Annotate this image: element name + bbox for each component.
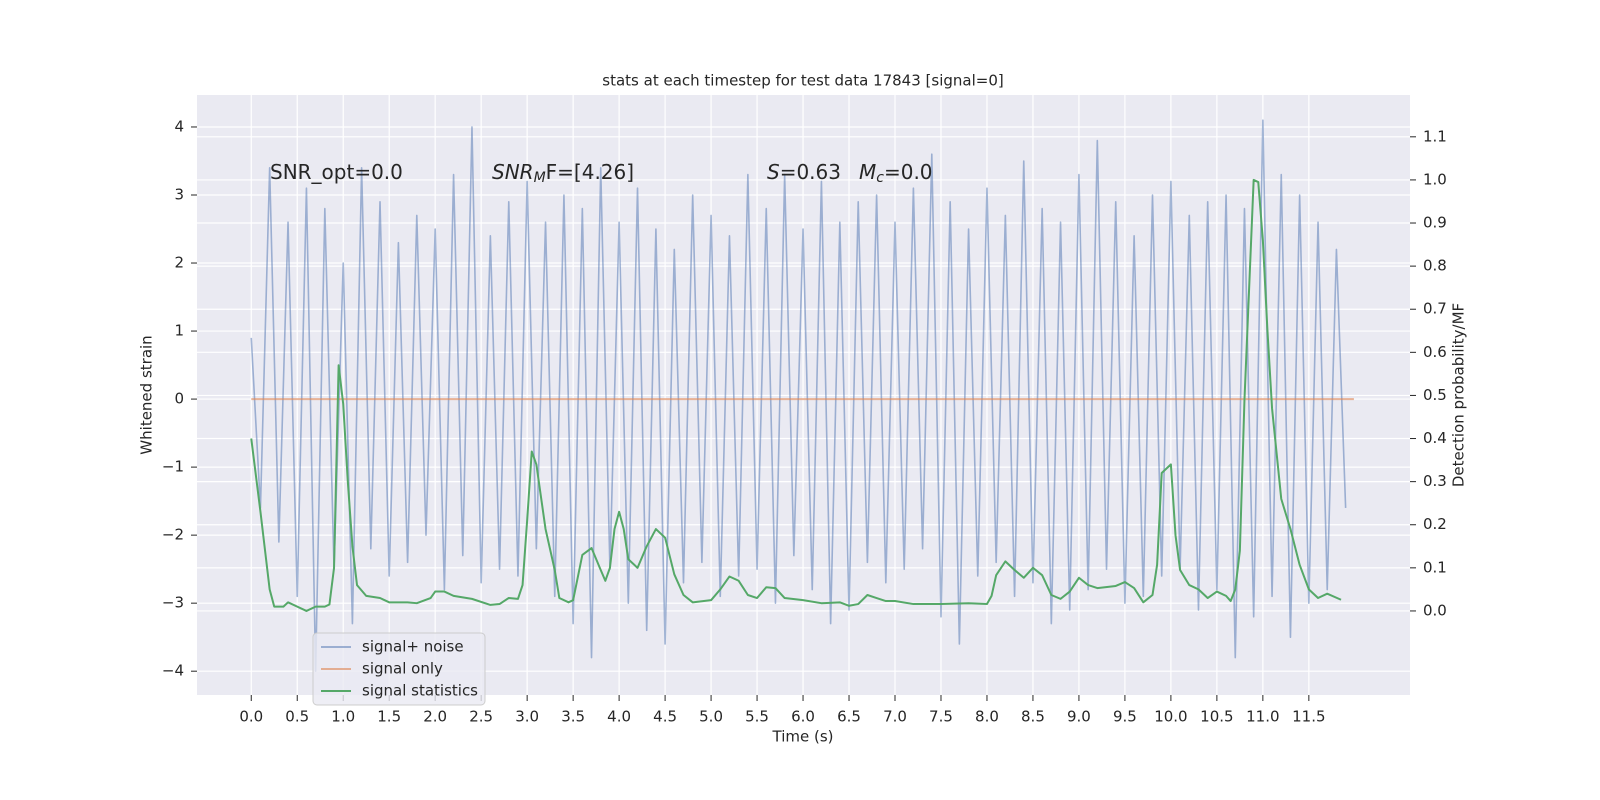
annotation-part: =0.0 (884, 160, 933, 184)
x-tick-label: 5.0 (699, 708, 723, 726)
y-tick-label: −4 (162, 662, 184, 680)
x-tick-label: 1.0 (331, 708, 355, 726)
legend-box (312, 632, 486, 706)
y-tick-label: 1 (174, 322, 184, 340)
x-tick-label: 8.5 (1021, 708, 1045, 726)
y2-tick-label: 0.4 (1423, 429, 1447, 447)
y-tick-label: 2 (174, 254, 184, 272)
legend-label: signal statistics (362, 682, 478, 700)
legend-label: signal only (362, 660, 443, 678)
x-tick-label: 9.5 (1113, 708, 1137, 726)
series-line (250, 178, 1342, 612)
y2-tick-label: 0.2 (1423, 515, 1447, 533)
x-tick-label: 5.5 (745, 708, 769, 726)
x-tick-label: 3.0 (515, 708, 539, 726)
x-tick-label: 0.5 (285, 708, 309, 726)
chart-title: stats at each timestep for test data 178… (602, 72, 1003, 90)
y2-tick-label: 1.1 (1423, 127, 1447, 145)
y2-tick-label: 0.3 (1423, 472, 1447, 490)
y2-tick-label: 0.9 (1423, 214, 1447, 232)
y2-tick-label: 1.0 (1423, 170, 1447, 188)
y-tick-label: 3 (174, 186, 184, 204)
annotation-part: c (876, 170, 884, 186)
annotation-part: =0.63 (780, 160, 841, 184)
y-axis-label: Whitened strain (138, 335, 156, 454)
y-tick-label: 4 (174, 117, 184, 135)
annotation-part: F=[4.26] (546, 160, 634, 184)
y2-tick-label: 0.1 (1423, 558, 1447, 576)
x-tick-label: 2.5 (469, 708, 493, 726)
x-tick-label: 1.5 (377, 708, 401, 726)
annotation: SNR_opt=0.0 (270, 160, 403, 184)
y-tick-label: −3 (162, 594, 184, 612)
x-tick-label: 2.0 (423, 708, 447, 726)
y2-tick-label: 0.0 (1423, 601, 1447, 619)
x-tick-label: 0.0 (239, 708, 263, 726)
x-tick-label: 7.0 (883, 708, 907, 726)
y2-axis-label: Detection probability/MF (1450, 303, 1468, 487)
x-tick-label: 4.0 (607, 708, 631, 726)
x-tick-label: 9.0 (1067, 708, 1091, 726)
y2-tick-label: 0.7 (1423, 300, 1447, 318)
x-tick-label: 6.5 (837, 708, 861, 726)
y2-tick-label: 0.5 (1423, 386, 1447, 404)
annotation-part: M (859, 160, 876, 184)
x-tick-label: 10.0 (1154, 708, 1187, 726)
annotation: S=0.63 (767, 160, 841, 184)
x-tick-label: 11.0 (1246, 708, 1279, 726)
x-axis-label: Time (s) (772, 728, 834, 746)
annotation: SNRMF=[4.26] (492, 160, 634, 187)
x-tick-label: 8.0 (975, 708, 999, 726)
annotation-part: S (767, 160, 780, 184)
x-tick-label: 10.5 (1200, 708, 1233, 726)
annotation: Mc=0.0 (859, 160, 933, 187)
y-tick-label: −2 (162, 526, 184, 544)
x-tick-label: 4.5 (653, 708, 677, 726)
annotation-part: SNR (492, 160, 534, 184)
annotation-part: M (534, 170, 546, 186)
x-tick-label: 7.5 (929, 708, 953, 726)
series-line (250, 119, 1347, 672)
x-tick-label: 6.0 (791, 708, 815, 726)
annotation-part: SNR_opt=0.0 (270, 160, 403, 184)
y-tick-label: −1 (162, 458, 184, 476)
y2-tick-label: 0.6 (1423, 343, 1447, 361)
y-tick-label: 0 (174, 390, 184, 408)
legend-label: signal+ noise (362, 638, 464, 656)
x-tick-label: 11.5 (1292, 708, 1325, 726)
y2-tick-label: 0.8 (1423, 257, 1447, 275)
legend: signal+ noise signal only signal statistic… (312, 632, 486, 706)
x-tick-label: 3.5 (561, 708, 585, 726)
